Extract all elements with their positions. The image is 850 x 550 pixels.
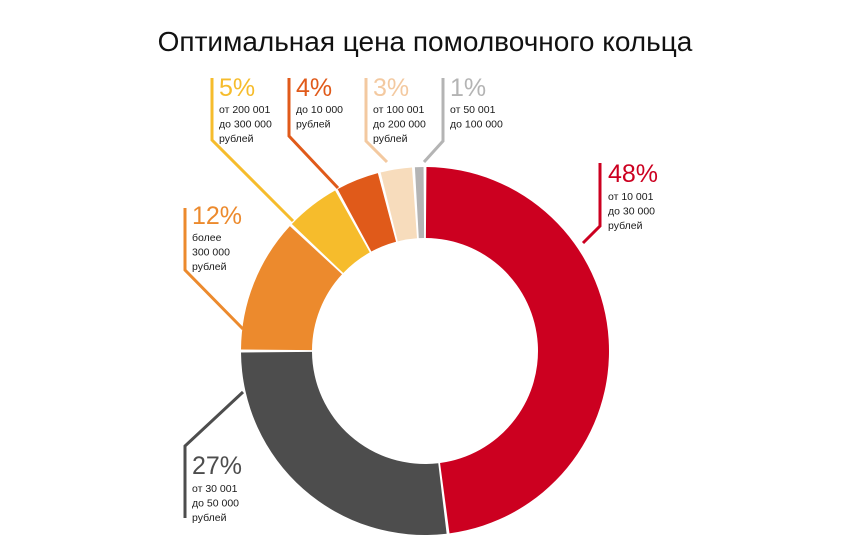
range-label-s48-line-2: до 30 000 — [608, 206, 655, 218]
labels-group: 48% от 10 001 до 30 000 рублей 27% от 30 001 д… — [192, 74, 658, 524]
range-label-s5-line-2: до 300 000 — [219, 119, 272, 131]
percent-label-s1: 1% — [450, 74, 486, 102]
leader-line-s27 — [183, 390, 245, 518]
leader-line-s1 — [422, 78, 445, 164]
leader-line-s12 — [183, 208, 245, 331]
percent-label-s27: 27% — [192, 452, 242, 480]
leader-lines-group — [183, 78, 602, 518]
slice-s5 — [291, 190, 370, 274]
slice-s12 — [241, 226, 343, 351]
range-label-s4-line-1: до 10 000 — [296, 104, 343, 116]
range-label-s12-line-3: рублей — [192, 261, 227, 273]
percent-label-s5: 5% — [219, 74, 255, 102]
range-label-s27-line-3: рублей — [192, 512, 227, 524]
leader-line-s48 — [581, 163, 602, 245]
leader-line-s5 — [210, 78, 295, 223]
slices-group — [241, 167, 610, 535]
range-label-s1-line-2: до 100 000 — [450, 119, 503, 131]
range-label-s48-line-1: от 10 001 — [608, 191, 654, 203]
slice-s27 — [241, 351, 447, 535]
range-label-s3-line-3: рублей — [373, 133, 408, 145]
range-label-s48-line-3: рублей — [608, 220, 643, 232]
percent-label-s12: 12% — [192, 202, 242, 230]
chart-title: Оптимальная цена помолвочного кольца — [158, 26, 693, 57]
range-label-s1-line-1: от 50 001 — [450, 104, 496, 116]
percent-label-s48: 48% — [608, 160, 658, 188]
percent-label-s3: 3% — [373, 74, 409, 102]
range-label-s4-line-2: рублей — [296, 119, 331, 131]
percent-label-s4: 4% — [296, 74, 332, 102]
range-label-s12-line-2: 300 000 — [192, 247, 230, 259]
range-label-s12-line-1: более — [192, 232, 222, 244]
leader-line-s4 — [287, 78, 340, 190]
leader-line-s3 — [364, 78, 389, 164]
range-label-s3-line-1: от 100 001 — [373, 104, 424, 116]
range-label-s5-line-3: рублей — [219, 133, 254, 145]
range-label-s3-line-2: до 200 000 — [373, 119, 426, 131]
slice-s48 — [425, 167, 610, 534]
slice-s3 — [380, 167, 418, 242]
range-label-s5-line-1: от 200 001 — [219, 104, 270, 116]
slice-s4 — [337, 173, 397, 252]
range-label-s27-line-1: от 30 001 — [192, 483, 238, 495]
slice-s1 — [414, 167, 425, 239]
range-label-s27-line-2: до 50 000 — [192, 498, 239, 510]
